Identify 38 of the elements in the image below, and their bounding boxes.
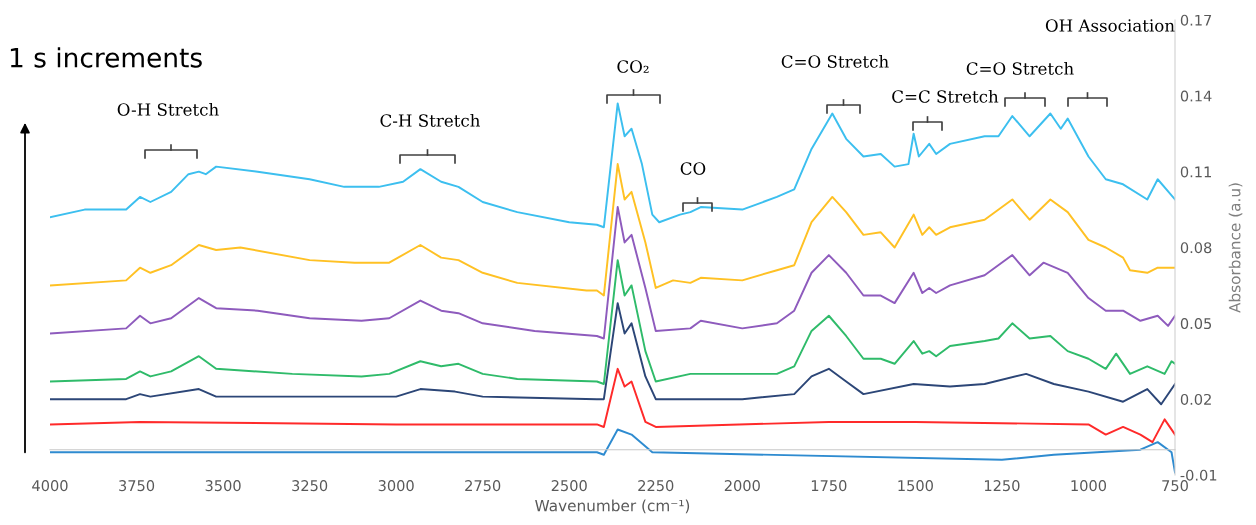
- x-tick-label: 3500: [205, 480, 241, 492]
- y-tick-label: 0.11: [1180, 166, 1211, 178]
- x-tick-label: 4000: [32, 480, 68, 492]
- annotation: OH Association: [1045, 19, 1175, 32]
- line-series: [50, 206, 1175, 340]
- x-tick-label: 3750: [119, 480, 155, 492]
- y-tick-label: 0.05: [1180, 318, 1212, 330]
- x-tick-label: 750: [1162, 480, 1188, 492]
- line-series: [50, 102, 1175, 229]
- x-axis-title: Wavenumber (cm⁻¹): [535, 499, 690, 514]
- y-tick-label: 0.02: [1180, 393, 1211, 405]
- line-series: [50, 259, 1175, 385]
- line-series: [50, 163, 1175, 297]
- annotation: C=C Stretch: [892, 89, 999, 103]
- y-tick-label: 0.08: [1180, 242, 1212, 254]
- x-tick-label: 2250: [638, 480, 674, 492]
- x-tick-label: 3000: [378, 480, 414, 492]
- annotation: C-H Stretch: [380, 113, 480, 127]
- annotation: C=O Stretch: [781, 54, 889, 68]
- x-tick-label: 1250: [984, 480, 1020, 492]
- annotation: O-H Stretch: [117, 102, 219, 116]
- x-tick-label: 3250: [292, 480, 328, 492]
- y-tick-label: 0.17: [1180, 14, 1212, 26]
- x-tick-label: 2500: [551, 480, 587, 492]
- annotation: C=O Stretch: [966, 61, 1074, 75]
- y-axis-title: Absorbance (a.u): [1228, 183, 1243, 313]
- y-tick-label: -0.01: [1180, 469, 1217, 481]
- annotation: CO₂: [617, 60, 649, 73]
- x-tick-label: 1500: [898, 480, 933, 492]
- x-tick-label: 1750: [811, 480, 847, 492]
- x-tick-label: 2750: [465, 480, 501, 492]
- y-tick-label: 0.14: [1180, 90, 1212, 102]
- line-series: [50, 367, 1175, 444]
- annotation: CO: [680, 162, 706, 175]
- line-series: [50, 302, 1175, 406]
- x-tick-label: 2000: [724, 480, 760, 492]
- annotation: 1 s increments: [10, 47, 202, 68]
- x-tick-label: 1000: [1071, 480, 1107, 492]
